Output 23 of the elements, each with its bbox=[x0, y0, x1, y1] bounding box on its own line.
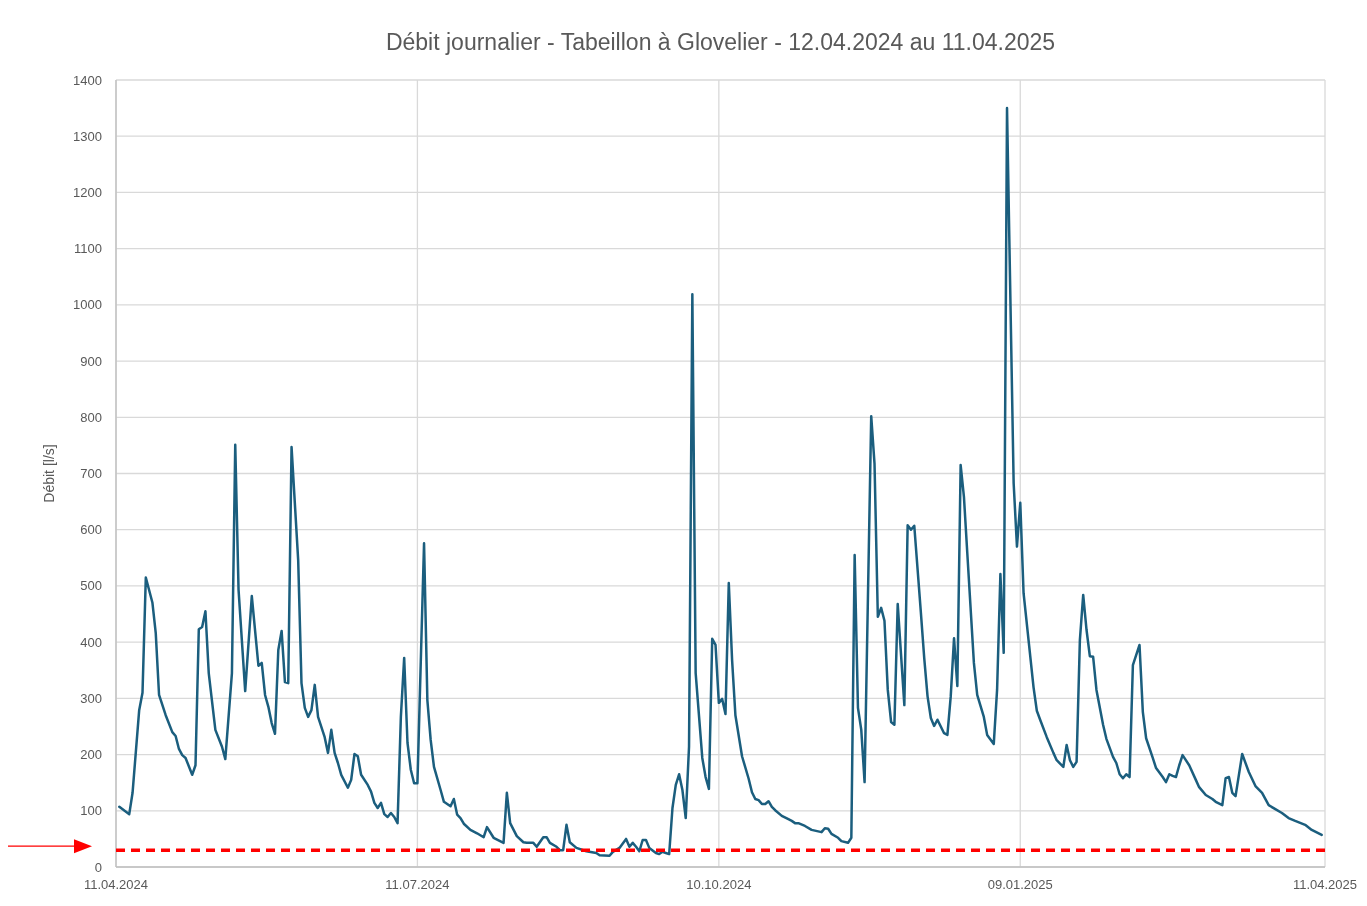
y-tick-label: 0 bbox=[94, 859, 102, 875]
x-tick-label: 10.10.2024 bbox=[686, 877, 752, 892]
y-tick-label: 900 bbox=[80, 353, 102, 369]
x-tick-label: 11.04.2025 bbox=[1292, 877, 1358, 892]
line-series bbox=[118, 106, 1323, 858]
x-tick-label: 09.01.2025 bbox=[987, 877, 1053, 892]
y-tick-label: 200 bbox=[80, 747, 102, 763]
y-tick-label: 1400 bbox=[73, 72, 102, 88]
y-tick-label: 800 bbox=[80, 409, 102, 425]
y-tick-label: 1200 bbox=[73, 184, 102, 200]
x-tick-label: 11.07.2024 bbox=[385, 877, 450, 892]
y-tick-label: 100 bbox=[80, 803, 102, 819]
y-tick-label: 300 bbox=[80, 690, 102, 706]
y-tick-label: 500 bbox=[80, 578, 102, 594]
x-tick-label: 11.04.2024 bbox=[83, 877, 149, 892]
y-axis-title: Débit [l/s] bbox=[41, 444, 57, 503]
y-tick-label: 700 bbox=[80, 466, 102, 482]
y-tick-label: 600 bbox=[80, 522, 102, 538]
y-tick-label: 1000 bbox=[73, 297, 102, 313]
y-tick-label: 400 bbox=[80, 634, 102, 650]
y-tick-label: 1100 bbox=[74, 241, 102, 257]
chart-title: Débit journalier - Tabeillon à Glovelier - 12.04.2024 au 11.04.2025 bbox=[385, 29, 1056, 55]
y-tick-label: 1300 bbox=[73, 128, 102, 144]
